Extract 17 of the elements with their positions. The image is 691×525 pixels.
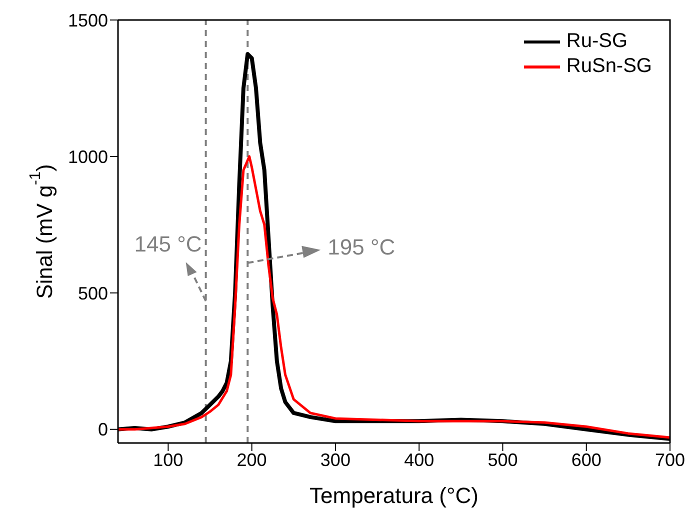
x-tick-label: 500 <box>488 450 518 470</box>
x-tick-label: 300 <box>320 450 350 470</box>
annotation: 145 °C <box>134 232 202 257</box>
x-tick-label: 100 <box>153 450 184 470</box>
annotation: 195 °C <box>328 234 396 260</box>
legend-label: Ru-SG <box>566 30 628 53</box>
line-series <box>118 155 670 439</box>
y-tick-label: 1500 <box>68 10 108 30</box>
legend-label: RuSn-SG <box>566 55 652 78</box>
x-axis-title: Temperatura (°C) <box>310 483 478 508</box>
x-tick-label: 600 <box>571 450 602 470</box>
x-tick-label: 200 <box>236 450 267 470</box>
x-tick-label: 400 <box>404 450 434 470</box>
y-tick-label: 500 <box>78 283 108 304</box>
y-tick-label: 0 <box>98 420 108 440</box>
x-tick-label: 700 <box>654 450 686 470</box>
y-tick-label: 1000 <box>68 146 108 167</box>
